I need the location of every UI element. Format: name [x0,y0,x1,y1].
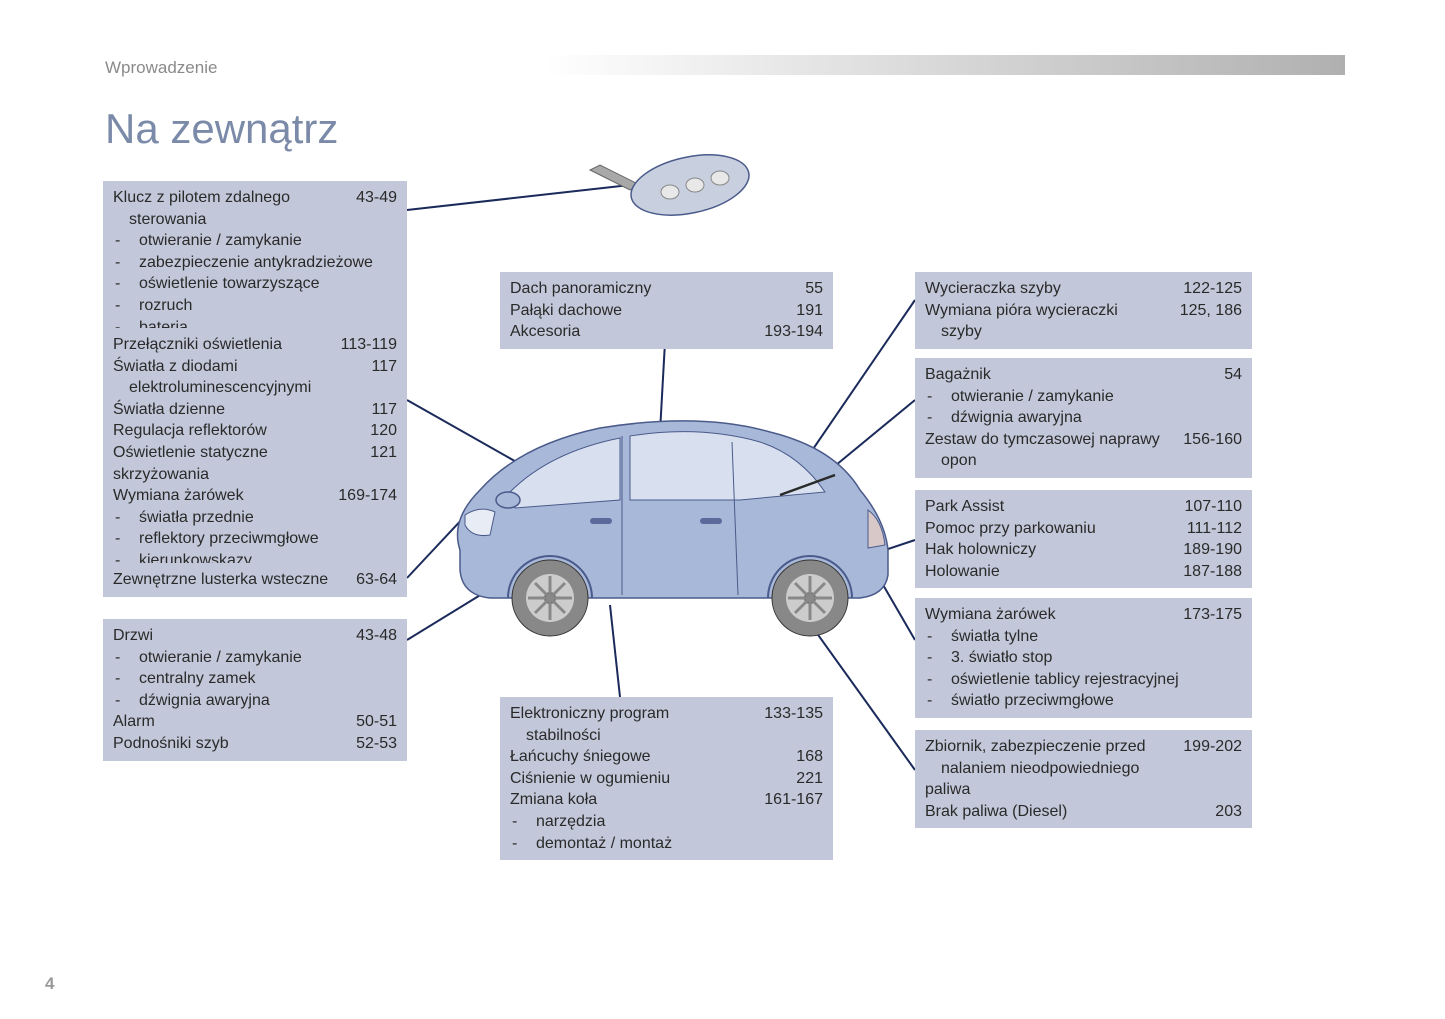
callout-box-wiper: Wycieraczka szyby122-125 Wymiana pióra w… [915,272,1252,349]
callout-box-bulbs_rear: Wymiana żarówek173-175światła tylne3. św… [915,598,1252,718]
callout-box-key: Klucz z pilotem zdalnego sterowania 43-4… [103,181,407,344]
callout-box-stability: Elektroniczny program stabilności 133-13… [500,697,833,860]
car-illustration [458,421,889,636]
callout-box-lighting: Przełączniki oświetlenia113-119 Światła … [103,328,407,578]
callout-box-boot: Bagażnik54otwieranie / zamykaniedźwignia… [915,358,1252,478]
callout-box-park: Park Assist107-110Pomoc przy parkowaniu1… [915,490,1252,588]
callout-box-roof: Dach panoramiczny55Pałąki dachowe191Akce… [500,272,833,349]
key-fob-illustration [590,145,755,225]
callout-box-fuel: Zbiornik, zabezpieczenie przed nalaniem … [915,730,1252,828]
callout-box-doors: Drzwi43-48otwieranie / zamykaniecentraln… [103,619,407,761]
callout-box-mirrors: Zewnętrzne lusterka wsteczne63-64 [103,563,407,597]
